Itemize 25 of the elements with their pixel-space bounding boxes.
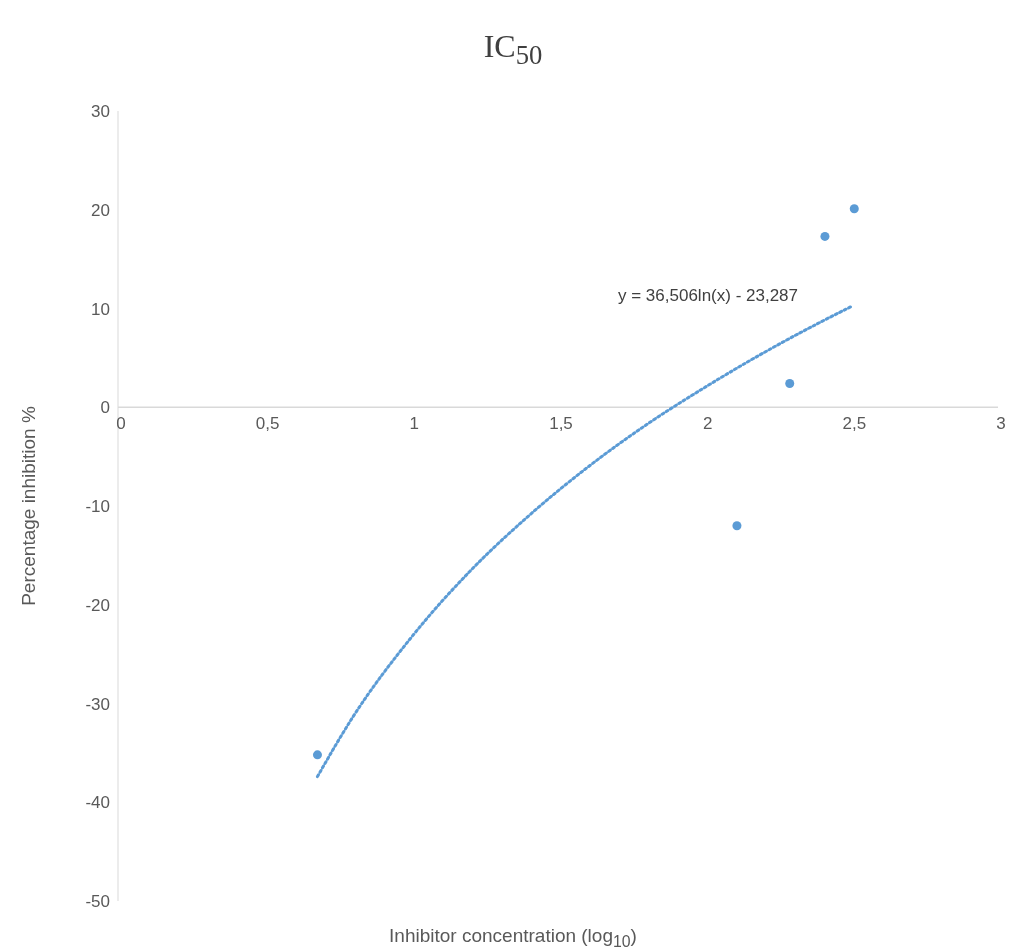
point xyxy=(312,750,322,760)
y-tick-label: 20 xyxy=(91,201,110,221)
x-tick-label: 2 xyxy=(702,414,713,434)
point xyxy=(732,521,742,531)
point xyxy=(820,232,830,242)
y-tick-label: -50 xyxy=(85,892,110,912)
point xyxy=(849,204,859,214)
chart-title: IC$_{50}$ xyxy=(482,27,544,72)
y-tick-label: 30 xyxy=(91,102,110,122)
x-tick-label: 3 xyxy=(996,414,1006,434)
annotation: y = 36,506ln(x) - 23,287 xyxy=(618,286,799,306)
y-tick-label: 10 xyxy=(91,299,110,319)
y-tick-label: -10 xyxy=(85,497,110,517)
y-tick-label: 0 xyxy=(100,398,110,418)
x-axis-title: Inhibitor concentration (log$_{10}$) xyxy=(388,925,638,952)
point xyxy=(785,379,795,389)
x-tick-label: 1 xyxy=(409,414,420,434)
y-tick-label: -20 xyxy=(85,596,110,616)
x-tick-label: 0 xyxy=(116,414,126,434)
y-axis-title: Percentage inhibition % xyxy=(17,406,39,607)
x-tick-label: 1,5 xyxy=(549,414,573,434)
x-tick-label: 2,5 xyxy=(842,414,867,434)
y-tick-label: -30 xyxy=(85,694,110,714)
y-tick-label: -40 xyxy=(85,793,110,813)
x-tick-label: 0,5 xyxy=(255,414,280,434)
